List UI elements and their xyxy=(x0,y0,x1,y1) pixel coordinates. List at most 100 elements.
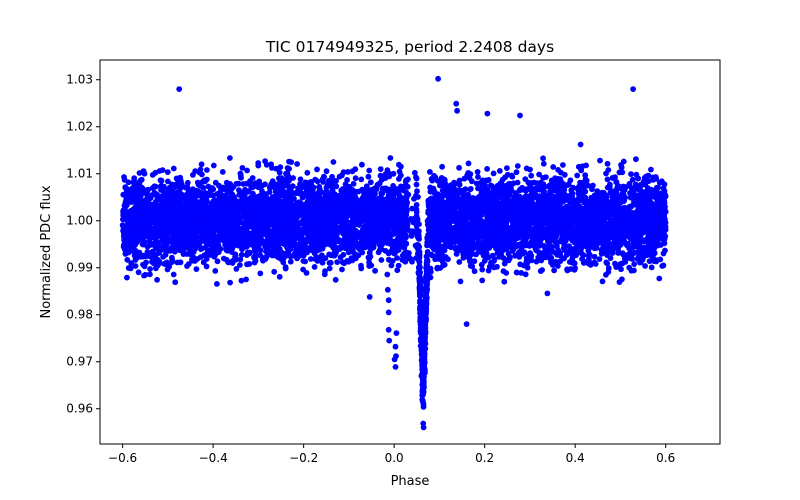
data-point xyxy=(596,256,603,262)
data-point xyxy=(645,172,652,179)
data-point xyxy=(518,270,525,276)
data-point xyxy=(329,173,335,180)
data-point xyxy=(455,246,462,252)
data-point xyxy=(214,258,221,265)
data-point xyxy=(314,166,320,173)
data-point xyxy=(237,256,244,263)
data-point xyxy=(165,178,171,185)
data-point xyxy=(138,204,145,211)
data-point xyxy=(316,188,322,195)
data-point xyxy=(403,177,409,184)
data-point xyxy=(237,170,244,177)
data-point xyxy=(395,262,402,269)
data-point xyxy=(321,174,327,181)
data-point xyxy=(522,271,529,278)
data-point xyxy=(510,180,517,187)
data-point xyxy=(394,267,401,274)
data-point xyxy=(316,183,323,190)
data-point xyxy=(155,261,162,267)
data-point xyxy=(592,261,599,267)
data-point xyxy=(365,254,372,261)
data-point xyxy=(286,158,292,165)
data-point xyxy=(528,257,535,264)
data-point xyxy=(527,183,534,190)
data-point xyxy=(150,260,157,267)
data-point xyxy=(125,179,132,186)
data-point xyxy=(550,164,557,170)
data-point xyxy=(409,258,415,265)
data-point xyxy=(528,172,535,179)
data-point xyxy=(377,166,384,173)
data-point xyxy=(572,265,578,272)
data-point xyxy=(170,165,177,172)
data-point xyxy=(195,240,202,247)
data-point xyxy=(456,177,463,184)
data-point xyxy=(537,179,544,186)
data-point xyxy=(471,224,477,230)
data-point xyxy=(484,166,490,172)
data-point xyxy=(286,165,292,172)
data-point xyxy=(536,171,542,178)
data-points xyxy=(119,75,669,431)
data-point xyxy=(269,252,276,259)
data-point xyxy=(154,191,160,198)
data-point xyxy=(404,183,411,190)
data-point xyxy=(546,240,552,247)
data-point xyxy=(413,181,420,188)
data-point xyxy=(648,166,654,173)
data-point xyxy=(403,195,410,202)
data-point xyxy=(195,188,202,195)
data-point xyxy=(478,212,485,218)
data-point xyxy=(427,169,433,175)
data-point xyxy=(633,156,639,163)
data-point xyxy=(168,259,175,266)
data-point xyxy=(616,279,623,285)
data-point xyxy=(475,174,481,180)
data-point xyxy=(457,278,464,285)
data-point xyxy=(656,275,663,282)
data-point xyxy=(467,186,473,193)
data-point xyxy=(124,274,130,281)
data-point xyxy=(388,262,395,269)
data-point xyxy=(548,254,555,261)
data-point xyxy=(582,198,589,205)
data-point xyxy=(656,179,663,186)
data-point xyxy=(628,171,634,178)
data-point xyxy=(402,258,409,265)
data-point xyxy=(453,251,460,257)
data-point xyxy=(342,181,349,188)
data-point xyxy=(294,161,300,167)
data-point xyxy=(311,264,318,270)
data-point xyxy=(190,186,196,193)
data-point xyxy=(604,176,611,183)
data-point xyxy=(539,267,545,273)
data-point xyxy=(437,182,443,189)
data-point xyxy=(544,290,551,297)
data-point xyxy=(479,266,486,273)
data-point xyxy=(460,254,467,261)
data-point xyxy=(319,259,326,266)
data-point xyxy=(481,253,488,259)
data-point xyxy=(334,259,341,265)
data-point xyxy=(140,261,146,268)
data-point xyxy=(501,278,508,285)
data-point xyxy=(210,162,217,169)
data-point xyxy=(615,250,622,256)
data-point xyxy=(490,170,497,177)
data-point xyxy=(619,250,626,257)
data-point xyxy=(316,195,322,202)
data-point xyxy=(466,256,473,263)
data-point xyxy=(271,268,278,275)
data-point xyxy=(475,185,481,192)
data-point xyxy=(582,172,589,179)
data-point xyxy=(361,192,367,199)
data-point xyxy=(410,219,417,226)
data-point xyxy=(147,266,154,272)
data-point xyxy=(320,179,326,185)
data-point xyxy=(591,253,598,260)
data-point xyxy=(238,251,245,258)
data-point xyxy=(251,259,258,266)
data-point xyxy=(513,169,520,176)
data-point xyxy=(190,254,197,261)
